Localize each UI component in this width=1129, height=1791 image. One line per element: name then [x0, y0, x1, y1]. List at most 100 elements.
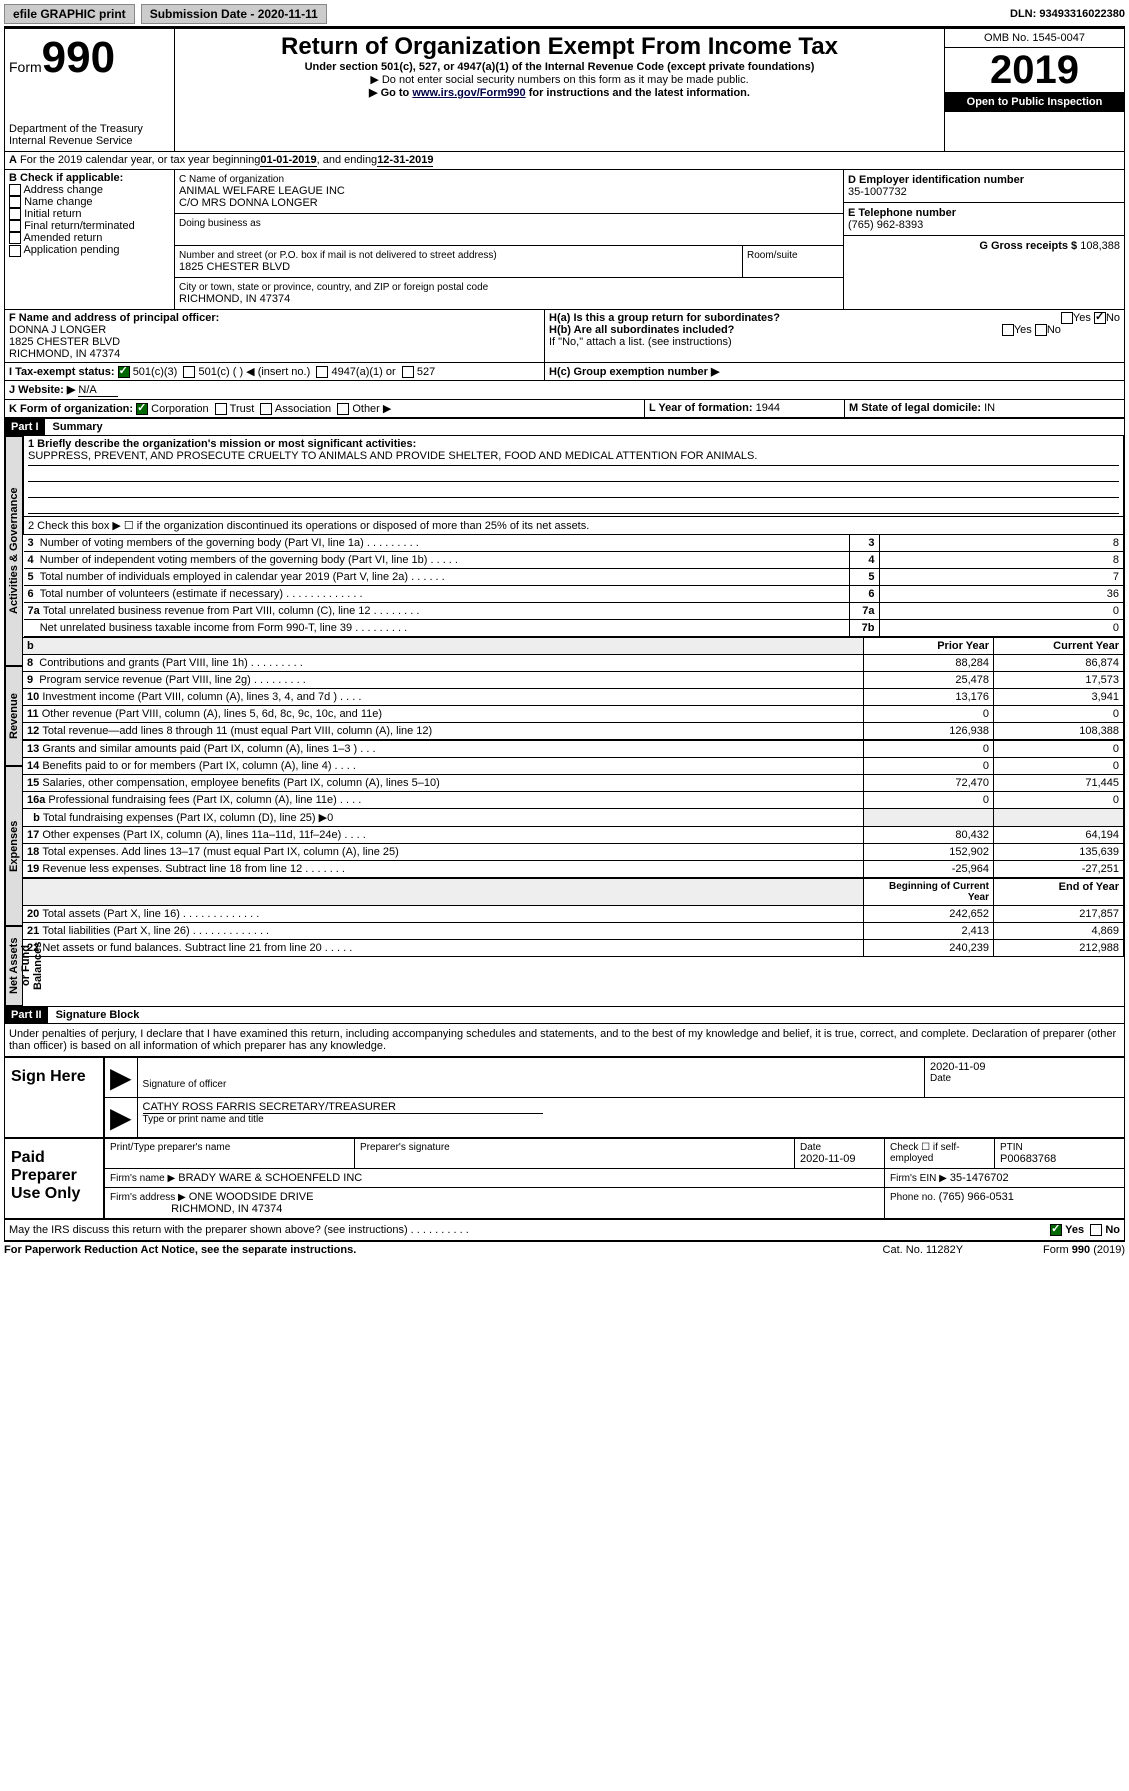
- table-row: 15 Salaries, other compensation, employe…: [23, 775, 1124, 792]
- b-item-5: Application pending: [23, 244, 119, 256]
- efile-button[interactable]: efile GRAPHIC print: [4, 4, 135, 24]
- chk-other[interactable]: [337, 403, 349, 415]
- expenses-table: 13 Grants and similar amounts paid (Part…: [23, 740, 1124, 878]
- chk-hb-yes[interactable]: [1002, 324, 1014, 336]
- vert-netassets: Net Assets or Fund Balances: [5, 926, 23, 1006]
- r8-c: 86,874: [994, 655, 1124, 672]
- n22-t: Net assets or fund balances. Subtract li…: [42, 942, 352, 954]
- form-header: Form990 Department of the Treasury Inter…: [4, 28, 1125, 152]
- paid-preparer-block: Paid Preparer Use Only Print/Type prepar…: [4, 1138, 1125, 1219]
- e13-c: 0: [994, 741, 1124, 758]
- chk-amended-return[interactable]: [9, 232, 21, 244]
- b-label: B Check if applicable:: [9, 172, 170, 184]
- line7a-key: 7a: [849, 603, 879, 620]
- line6-text: Total number of volunteers (estimate if …: [40, 588, 363, 600]
- line4-key: 4: [849, 552, 879, 569]
- discuss-text: May the IRS discuss this return with the…: [9, 1224, 469, 1236]
- e14-p: 0: [864, 758, 994, 775]
- firm-phone-label: Phone no.: [890, 1192, 936, 1203]
- line7b-text: Net unrelated business taxable income fr…: [40, 622, 407, 634]
- form-subtitle: Under section 501(c), 527, or 4947(a)(1)…: [179, 61, 940, 73]
- date-label: Date: [930, 1073, 1119, 1084]
- chk-ha-no[interactable]: [1094, 312, 1106, 324]
- vert-activities: Activities & Governance: [5, 436, 23, 666]
- r12-c: 108,388: [994, 723, 1124, 740]
- e13-t: Grants and similar amounts paid (Part IX…: [42, 743, 375, 755]
- chk-assoc[interactable]: [260, 403, 272, 415]
- col-end: End of Year: [994, 879, 1124, 906]
- table-row: 14 Benefits paid to or for members (Part…: [23, 758, 1124, 775]
- line6-val: 36: [879, 586, 1123, 603]
- chk-name-change[interactable]: [9, 196, 21, 208]
- city-label: City or town, state or province, country…: [179, 282, 839, 293]
- firm-name: BRADY WARE & SCHOENFELD INC: [178, 1172, 362, 1184]
- l-label: L Year of formation:: [649, 402, 753, 414]
- e16b-c: [994, 809, 1124, 827]
- ha-label: H(a) Is this a group return for subordin…: [549, 312, 780, 324]
- i-opt2: 501(c) ( ) ◀ (insert no.): [199, 366, 311, 378]
- k-label: K Form of organization:: [9, 403, 133, 415]
- a-begin-date: 01-01-2019: [260, 154, 316, 167]
- line-i: I Tax-exempt status: 501(c)(3) 501(c) ( …: [4, 363, 1125, 381]
- chk-527[interactable]: [402, 366, 414, 378]
- chk-501c3[interactable]: [118, 366, 130, 378]
- ha-no: No: [1106, 312, 1120, 324]
- e17-c: 64,194: [994, 827, 1124, 844]
- table-row: 5 Total number of individuals employed i…: [24, 569, 1124, 586]
- sign-caret-icon: ▶: [105, 1058, 138, 1098]
- org-info-block: B Check if applicable: Address change Na…: [4, 170, 1125, 310]
- prep-date: 2020-11-09: [800, 1153, 879, 1165]
- chk-corp[interactable]: [136, 403, 148, 415]
- e13-p: 0: [864, 741, 994, 758]
- a-text-pre: For the 2019 calendar year, or tax year …: [20, 154, 260, 167]
- omb-number: OMB No. 1545-0047: [945, 29, 1124, 48]
- chk-discuss-no[interactable]: [1090, 1224, 1102, 1236]
- irs-link[interactable]: www.irs.gov/Form990: [412, 87, 525, 99]
- line7b-val: 0: [879, 620, 1123, 637]
- sign-here-block: Sign Here ▶ Signature of officer 2020-11…: [4, 1057, 1125, 1138]
- chk-ha-yes[interactable]: [1061, 312, 1073, 324]
- sign-date: 2020-11-09: [930, 1061, 1119, 1073]
- table-row: 22 Net assets or fund balances. Subtract…: [23, 940, 1124, 957]
- line4-text: Number of independent voting members of …: [40, 554, 458, 566]
- chk-final-return[interactable]: [9, 220, 21, 232]
- org-city: RICHMOND, IN 47374: [179, 293, 839, 305]
- chk-application-pending[interactable]: [9, 245, 21, 257]
- governance-table: 1 Briefly describe the organization's mi…: [23, 436, 1124, 637]
- chk-initial-return[interactable]: [9, 208, 21, 220]
- officer-name-title: CATHY ROSS FARRIS SECRETARY/TREASURER: [143, 1101, 543, 1114]
- e16a-c: 0: [994, 792, 1124, 809]
- e15-t: Salaries, other compensation, employee b…: [42, 777, 439, 789]
- line5-val: 7: [879, 569, 1123, 586]
- chk-trust[interactable]: [215, 403, 227, 415]
- r9-p: 25,478: [864, 672, 994, 689]
- chk-4947[interactable]: [316, 366, 328, 378]
- submission-date-button[interactable]: Submission Date - 2020-11-11: [141, 4, 327, 24]
- hb-note: If "No," attach a list. (see instruction…: [549, 336, 1120, 348]
- firm-phone: (765) 966-0531: [939, 1191, 1014, 1203]
- chk-501c[interactable]: [183, 366, 195, 378]
- m-label: M State of legal domicile:: [849, 402, 981, 414]
- officer-addr2: RICHMOND, IN 47374: [9, 348, 540, 360]
- e19-p: -25,964: [864, 861, 994, 878]
- org-co: C/O MRS DONNA LONGER: [179, 197, 839, 209]
- part1-header: Part I: [5, 419, 45, 435]
- line-j: J Website: ▶ N/A: [4, 381, 1125, 400]
- line7a-text: Total unrelated business revenue from Pa…: [43, 605, 420, 617]
- chk-address-change[interactable]: [9, 184, 21, 196]
- a-end-date: 12-31-2019: [377, 154, 433, 167]
- chk-hb-no[interactable]: [1035, 324, 1047, 336]
- e19-c: -27,251: [994, 861, 1124, 878]
- n21-c: 4,869: [994, 923, 1124, 940]
- top-bar: efile GRAPHIC print Submission Date - 20…: [4, 4, 1125, 28]
- line3-key: 3: [849, 535, 879, 552]
- r8-p: 88,284: [864, 655, 994, 672]
- chk-discuss-yes[interactable]: [1050, 1224, 1062, 1236]
- phone-value: (765) 962-8393: [848, 219, 1120, 231]
- discuss-yes: Yes: [1065, 1224, 1084, 1236]
- firm-ein-label: Firm's EIN ▶: [890, 1173, 947, 1184]
- firm-addr2: RICHMOND, IN 47374: [171, 1203, 282, 1215]
- r12-t: Total revenue—add lines 8 through 11 (mu…: [42, 725, 432, 737]
- i-opt4: 527: [417, 366, 435, 378]
- table-row: 11 Other revenue (Part VIII, column (A),…: [23, 706, 1124, 723]
